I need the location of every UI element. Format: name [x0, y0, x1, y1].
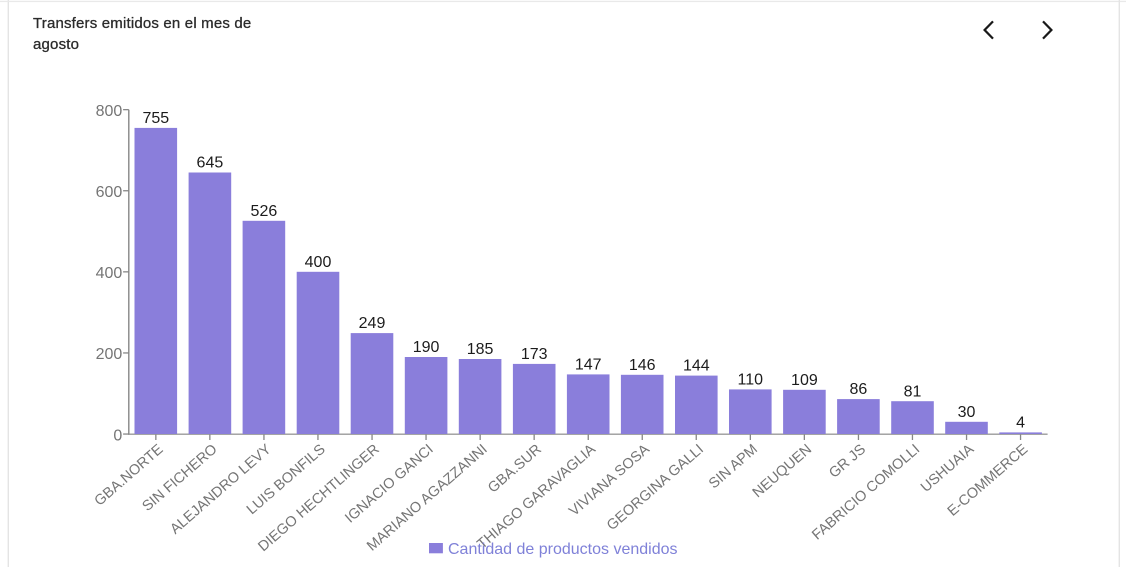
svg-text:Transfers emitidos en el mes d: Transfers emitidos en el mes de: [33, 15, 251, 32]
svg-text:190: 190: [413, 339, 440, 356]
svg-text:109: 109: [791, 372, 818, 389]
svg-text:173: 173: [521, 346, 548, 363]
svg-text:81: 81: [904, 383, 922, 400]
svg-text:249: 249: [359, 315, 386, 332]
svg-text:110: 110: [738, 372, 764, 389]
svg-text:30: 30: [958, 404, 976, 421]
svg-text:400: 400: [305, 254, 332, 271]
svg-text:Cantidad de productos vendidos: Cantidad de productos vendidos: [448, 541, 678, 558]
svg-text:0: 0: [113, 427, 122, 444]
svg-text:146: 146: [629, 357, 656, 374]
svg-text:526: 526: [251, 203, 278, 220]
svg-text:GR JS: GR JS: [826, 441, 869, 481]
svg-text:86: 86: [850, 381, 868, 398]
svg-text:400: 400: [96, 265, 123, 282]
svg-text:SIN APM: SIN APM: [706, 441, 761, 492]
svg-text:144: 144: [683, 358, 710, 375]
svg-text:600: 600: [96, 184, 123, 201]
svg-text:185: 185: [467, 341, 494, 358]
svg-text:4: 4: [1016, 415, 1025, 432]
svg-text:FABRICIO COMOLLI: FABRICIO COMOLLI: [809, 441, 923, 543]
svg-text:GEORGINA GALLI: GEORGINA GALLI: [604, 441, 707, 533]
svg-text:147: 147: [575, 357, 602, 374]
svg-text:755: 755: [142, 110, 169, 127]
svg-text:645: 645: [197, 155, 224, 172]
svg-text:NEUQUEN: NEUQUEN: [750, 441, 815, 501]
svg-text:800: 800: [96, 103, 123, 120]
svg-text:agosto: agosto: [33, 36, 79, 53]
svg-text:ALEJANDRO LEVY: ALEJANDRO LEVY: [167, 441, 274, 537]
svg-text:200: 200: [96, 346, 123, 363]
